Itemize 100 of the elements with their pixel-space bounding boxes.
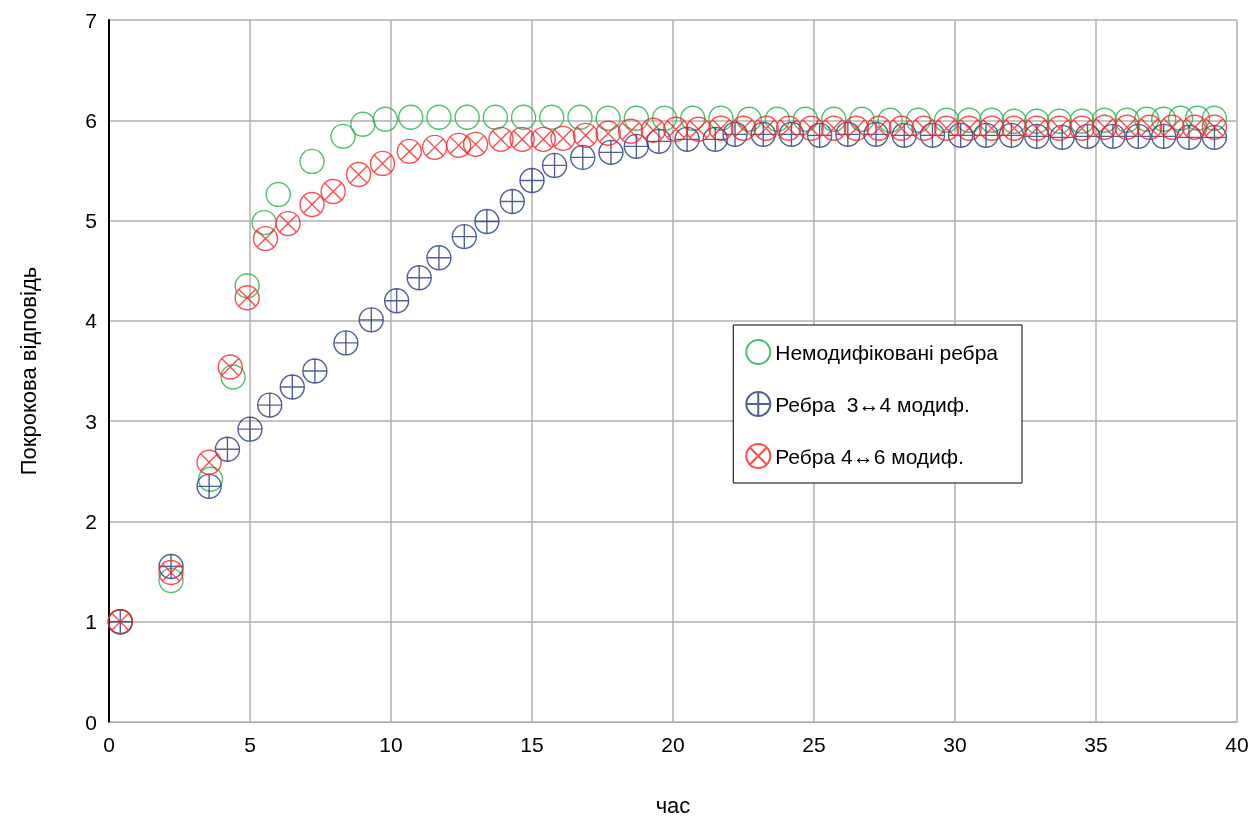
point <box>302 358 328 384</box>
point <box>158 553 184 580</box>
point <box>702 126 728 153</box>
y-tick-label: 4 <box>85 309 98 333</box>
point <box>1125 123 1151 150</box>
point <box>750 121 776 148</box>
point <box>499 188 525 215</box>
point <box>158 567 184 594</box>
point <box>891 122 917 149</box>
point <box>753 115 779 142</box>
point <box>1159 114 1185 141</box>
y-axis-title: Покрокова відповідь <box>15 266 41 476</box>
point <box>821 115 847 142</box>
point <box>396 138 423 165</box>
point <box>956 115 982 142</box>
point <box>1184 105 1211 131</box>
y-tick-label: 3 <box>85 409 97 433</box>
point <box>1074 123 1101 150</box>
point <box>877 107 903 133</box>
y-tick-label: 1 <box>85 610 97 634</box>
point <box>595 105 621 131</box>
y-tick-label: 6 <box>85 108 97 132</box>
x-tick-label: 0 <box>103 733 115 756</box>
point <box>618 118 644 145</box>
point <box>299 148 325 175</box>
point <box>888 115 915 142</box>
point <box>237 416 263 442</box>
point <box>933 107 960 133</box>
point <box>474 208 500 235</box>
point <box>426 104 452 130</box>
point <box>1151 106 1177 132</box>
point <box>383 288 410 314</box>
point <box>843 115 869 142</box>
x-tick-label: 30 <box>943 733 967 756</box>
x-tick-label: 5 <box>244 733 256 756</box>
point <box>973 122 999 149</box>
point <box>1167 105 1194 131</box>
point <box>598 139 624 166</box>
x-tick-label: 35 <box>1084 733 1108 756</box>
x-tick-label: 40 <box>1225 733 1249 756</box>
point <box>1001 108 1027 134</box>
point <box>1049 124 1075 151</box>
y-tick-label: 0 <box>85 710 97 734</box>
point <box>919 122 946 149</box>
point <box>849 106 875 132</box>
point <box>722 121 748 148</box>
point <box>265 181 291 208</box>
point <box>674 126 700 153</box>
point <box>792 106 819 132</box>
point <box>234 285 260 311</box>
legend-label: Немодифіковані ребра <box>775 340 999 364</box>
point <box>1182 114 1208 141</box>
point <box>530 126 556 153</box>
point <box>1136 114 1163 141</box>
point <box>330 123 356 150</box>
point <box>422 134 448 161</box>
point <box>214 436 241 462</box>
point <box>646 128 672 155</box>
point <box>350 111 376 137</box>
point <box>663 116 689 143</box>
point <box>1100 123 1126 150</box>
y-tick-label: 5 <box>85 209 97 233</box>
point <box>956 107 982 133</box>
point <box>197 466 224 493</box>
point <box>570 144 596 171</box>
point <box>1069 115 1095 142</box>
x-tick-label: 25 <box>802 733 826 756</box>
point <box>217 354 243 380</box>
point <box>978 107 1005 133</box>
y-tick-label: 7 <box>85 8 97 32</box>
point <box>730 115 757 142</box>
point <box>764 106 791 132</box>
point <box>299 191 325 218</box>
point <box>821 106 847 132</box>
point <box>158 559 184 586</box>
point <box>863 121 889 148</box>
point <box>539 104 565 130</box>
point <box>835 121 861 148</box>
point <box>519 167 545 194</box>
point <box>775 115 802 142</box>
point <box>358 307 384 333</box>
point <box>462 131 489 158</box>
point <box>680 105 706 131</box>
point <box>196 449 222 475</box>
point <box>196 473 222 500</box>
point <box>252 225 279 252</box>
point <box>1091 114 1118 141</box>
point <box>1046 108 1073 134</box>
point <box>275 210 301 237</box>
point <box>978 115 1005 142</box>
point <box>372 106 399 132</box>
point <box>640 117 666 144</box>
point <box>567 104 593 130</box>
point <box>998 122 1025 149</box>
x-tick-label: 15 <box>520 733 544 756</box>
point <box>595 120 621 147</box>
point <box>947 122 974 149</box>
point <box>623 105 650 131</box>
point <box>1176 124 1202 151</box>
point <box>1024 123 1050 150</box>
